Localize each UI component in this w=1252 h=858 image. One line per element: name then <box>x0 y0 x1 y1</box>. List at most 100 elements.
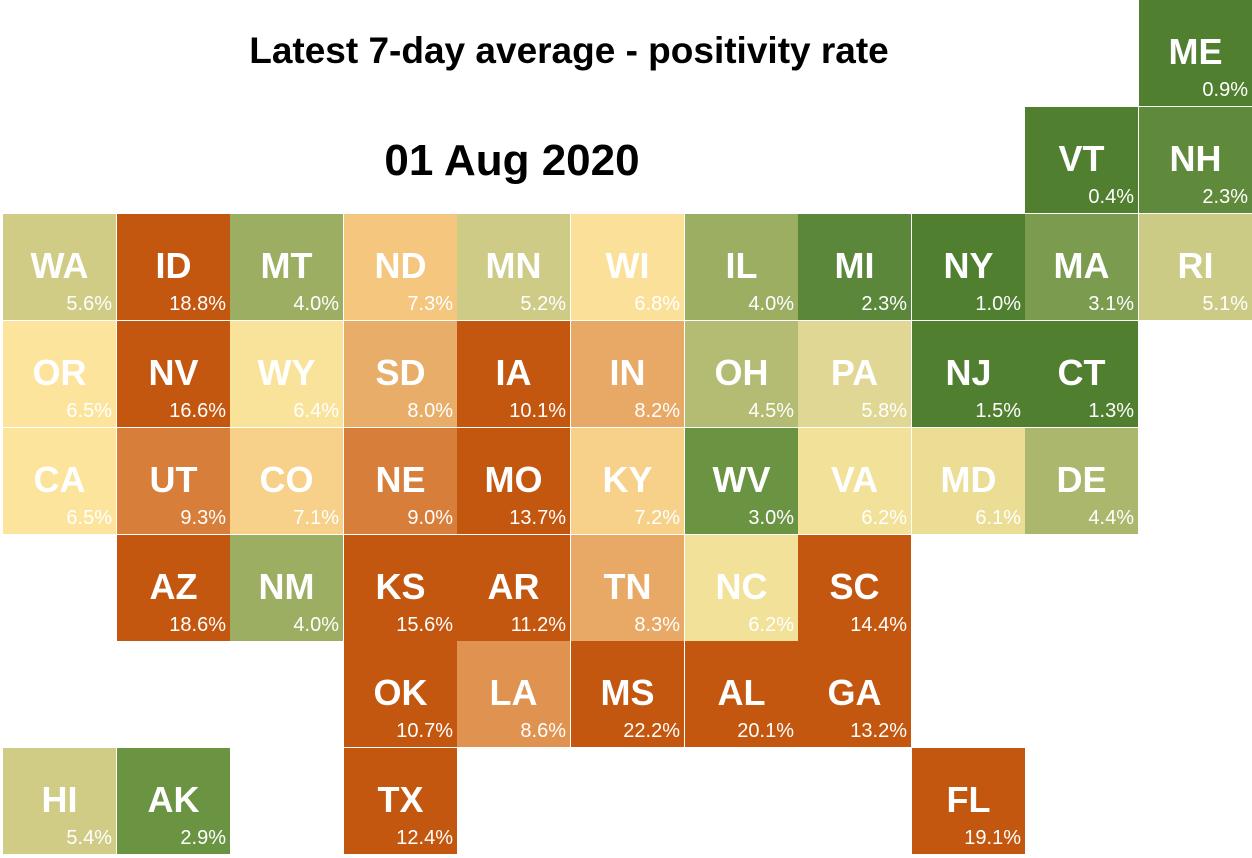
state-abbr: MO <box>484 459 543 500</box>
state-positivity-rate: 3.0% <box>748 507 794 529</box>
state-tile-fl: FL 19.1% <box>912 748 1025 854</box>
state-positivity-rate: 12.4% <box>396 827 453 849</box>
state-abbr: NY <box>943 245 994 286</box>
state-tile-ct: CT 1.3% <box>1025 321 1138 427</box>
state-abbr: IA <box>495 352 532 393</box>
state-positivity-rate: 7.1% <box>293 507 339 529</box>
state-positivity-rate: 6.5% <box>66 400 112 422</box>
state-tile-nm: NM 4.0% <box>230 535 343 641</box>
state-tile-tn: TN 8.3% <box>571 535 684 641</box>
state-tile-ak: AK 2.9% <box>117 748 230 854</box>
state-positivity-rate: 6.1% <box>975 507 1021 529</box>
state-positivity-rate: 13.7% <box>509 507 566 529</box>
state-abbr: CT <box>1057 352 1106 393</box>
state-positivity-rate: 9.3% <box>180 507 226 529</box>
state-tile-ny: NY 1.0% <box>912 214 1025 320</box>
state-abbr: WV <box>712 459 771 500</box>
state-positivity-rate: 14.4% <box>850 614 907 636</box>
state-abbr: ME <box>1168 31 1223 72</box>
state-abbr: ND <box>374 245 427 286</box>
state-tile-de: DE 4.4% <box>1025 428 1138 534</box>
state-positivity-rate: 16.6% <box>169 400 226 422</box>
state-abbr: LA <box>489 672 538 713</box>
state-tile-oh: OH 4.5% <box>685 321 798 427</box>
map-title: Latest 7-day average - positivity rate <box>249 30 889 71</box>
state-positivity-rate: 5.8% <box>861 400 907 422</box>
state-tile-ne: NE 9.0% <box>344 428 457 534</box>
state-positivity-rate: 18.6% <box>169 614 226 636</box>
state-positivity-rate: 5.1% <box>1202 293 1248 315</box>
state-tile-sd: SD 8.0% <box>344 321 457 427</box>
state-abbr: KY <box>602 459 653 500</box>
state-positivity-rate: 11.2% <box>510 614 566 636</box>
state-abbr: HI <box>41 779 78 820</box>
state-tile-wi: WI 6.8% <box>571 214 684 320</box>
state-tile-nc: NC 6.2% <box>685 535 798 641</box>
state-tile-la: LA 8.6% <box>457 641 570 747</box>
state-abbr: WA <box>30 245 89 286</box>
state-tile-ar: AR 11.2% <box>457 535 570 641</box>
state-tile-ia: IA 10.1% <box>457 321 570 427</box>
state-positivity-rate: 4.0% <box>293 614 339 636</box>
state-abbr: KS <box>375 566 426 607</box>
state-tile-me: ME 0.9% <box>1139 0 1252 106</box>
state-tile-ga: GA 13.2% <box>798 641 911 747</box>
state-abbr: OR <box>32 352 87 393</box>
state-abbr: NC <box>715 566 768 607</box>
state-positivity-rate: 18.8% <box>169 293 226 315</box>
state-abbr: AL <box>717 672 766 713</box>
state-abbr: AR <box>487 566 540 607</box>
state-tile-ky: KY 7.2% <box>571 428 684 534</box>
state-positivity-rate: 6.2% <box>748 614 794 636</box>
state-tile-nv: NV 16.6% <box>117 321 230 427</box>
state-abbr: FL <box>946 779 991 820</box>
state-positivity-rate: 4.0% <box>748 293 794 315</box>
state-tile-wv: WV 3.0% <box>685 428 798 534</box>
state-positivity-rate: 10.1% <box>509 400 566 422</box>
state-positivity-rate: 6.8% <box>634 293 680 315</box>
state-abbr: MS <box>600 672 655 713</box>
state-positivity-rate: 8.0% <box>407 400 453 422</box>
state-abbr: MD <box>940 459 997 500</box>
state-tile-nh: NH 2.3% <box>1139 107 1252 213</box>
state-abbr: IL <box>725 245 758 286</box>
state-tile-ca: CA 6.5% <box>3 428 116 534</box>
state-positivity-rate: 8.6% <box>520 720 566 742</box>
state-abbr: NH <box>1169 138 1222 179</box>
state-positivity-rate: 7.2% <box>634 507 680 529</box>
state-abbr: OH <box>714 352 769 393</box>
state-abbr: CA <box>33 459 86 500</box>
state-tile-co: CO 7.1% <box>230 428 343 534</box>
state-tile-ri: RI 5.1% <box>1139 214 1252 320</box>
state-positivity-rate: 13.2% <box>850 720 907 742</box>
state-abbr: CO <box>259 459 314 500</box>
state-tile-mn: MN 5.2% <box>457 214 570 320</box>
map-date: 01 Aug 2020 <box>384 136 640 185</box>
state-positivity-rate: 20.1% <box>737 720 794 742</box>
state-tile-va: VA 6.2% <box>798 428 911 534</box>
state-tile-mo: MO 13.7% <box>457 428 570 534</box>
state-abbr: MT <box>260 245 313 286</box>
state-tile-mt: MT 4.0% <box>230 214 343 320</box>
state-tile-wy: WY 6.4% <box>230 321 343 427</box>
state-abbr: ID <box>155 245 192 286</box>
state-abbr: AK <box>147 779 200 820</box>
state-tile-tx: TX 12.4% <box>344 748 457 854</box>
state-positivity-rate: 5.2% <box>520 293 566 315</box>
state-positivity-rate: 19.1% <box>964 827 1021 849</box>
state-abbr: WI <box>605 245 650 286</box>
state-abbr: RI <box>1177 245 1214 286</box>
state-positivity-rate: 8.3% <box>634 614 680 636</box>
state-positivity-rate: 15.6% <box>396 614 453 636</box>
state-tile-nj: NJ 1.5% <box>912 321 1025 427</box>
state-abbr: IN <box>609 352 646 393</box>
state-abbr: WY <box>257 352 316 393</box>
state-tile-ms: MS 22.2% <box>571 641 684 747</box>
state-positivity-rate: 8.2% <box>634 400 680 422</box>
state-tile-ok: OK 10.7% <box>344 641 457 747</box>
state-positivity-rate: 5.6% <box>66 293 112 315</box>
state-positivity-rate: 2.9% <box>180 827 226 849</box>
state-positivity-rate: 0.9% <box>1202 79 1248 101</box>
state-abbr: DE <box>1056 459 1107 500</box>
state-abbr: MA <box>1053 245 1110 286</box>
